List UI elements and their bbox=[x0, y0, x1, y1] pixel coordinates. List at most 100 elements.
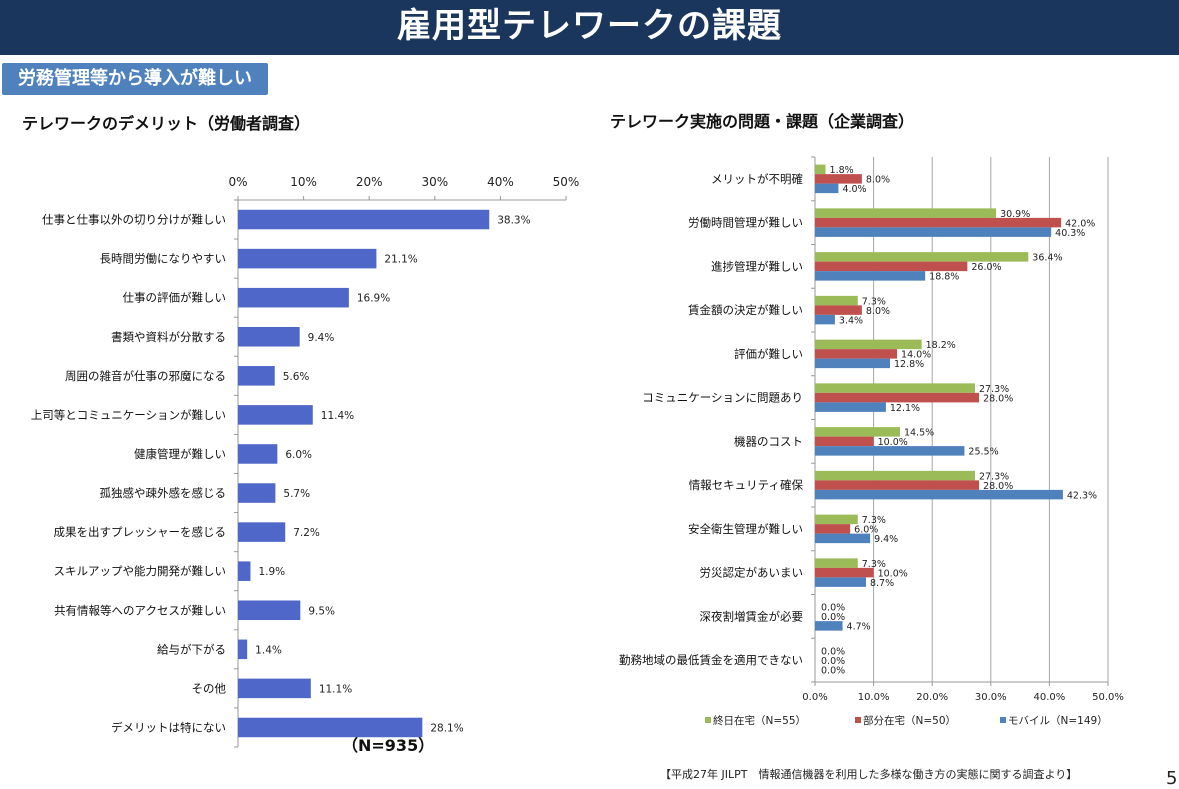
category-label: 情報セキュリティ確保 bbox=[689, 478, 804, 492]
category-label: 仕事の評価が難しい bbox=[123, 291, 227, 305]
right-chart-title: テレワーク実施の問題・課題（企業調査） bbox=[610, 112, 915, 131]
x-tick-label: 10% bbox=[290, 175, 317, 189]
bar bbox=[238, 326, 300, 347]
category-label: 成果を出すプレッシャーを感じる bbox=[54, 525, 227, 539]
bar-allday-home bbox=[815, 383, 975, 393]
data-label: 9.4% bbox=[874, 534, 898, 545]
data-label: 8.0% bbox=[866, 306, 890, 317]
bar-mobile bbox=[815, 271, 926, 281]
category-label: 孤独感や疎外感を感じる bbox=[100, 486, 227, 500]
bar-allday-home bbox=[815, 339, 922, 350]
data-label: 28.0% bbox=[983, 393, 1013, 404]
legend-label: 部分在宅（N=50） bbox=[863, 714, 956, 727]
data-label: 26.0% bbox=[971, 262, 1001, 273]
data-label: 36.4% bbox=[1032, 253, 1062, 264]
bar-allday-home bbox=[815, 427, 900, 437]
x-tick-label: 10.0% bbox=[858, 692, 890, 703]
data-label: 7.3% bbox=[862, 515, 886, 526]
category-label: コミュニケーションに問題あり bbox=[642, 391, 803, 405]
data-label: 3.4% bbox=[839, 315, 863, 326]
bar-mobile bbox=[815, 446, 965, 456]
data-label: 5.7% bbox=[283, 488, 310, 500]
data-label: 40.3% bbox=[1055, 228, 1085, 239]
data-label: 18.8% bbox=[929, 272, 959, 283]
category-label: その他 bbox=[192, 681, 227, 695]
left-chart-title: テレワークのデメリット（労働者調査） bbox=[22, 114, 311, 133]
data-label: 38.3% bbox=[497, 215, 530, 227]
sample-size-note: （N=935） bbox=[342, 736, 435, 755]
bar-mobile bbox=[815, 621, 843, 631]
data-label: 8.0% bbox=[866, 175, 890, 186]
data-label: 42.0% bbox=[1065, 218, 1095, 229]
data-label: 14.0% bbox=[901, 350, 931, 361]
data-label: 28.0% bbox=[983, 481, 1013, 492]
bar-mobile bbox=[815, 227, 1052, 237]
data-label: 0.0% bbox=[821, 612, 845, 623]
legend-label: 終日在宅（N=55） bbox=[713, 714, 806, 727]
data-label: 12.8% bbox=[894, 359, 924, 370]
bar bbox=[238, 678, 311, 699]
bar bbox=[238, 483, 276, 503]
bar bbox=[238, 209, 490, 230]
category-label: 労働時間管理が難しい bbox=[688, 216, 803, 230]
category-label: 深夜割増賃金が必要 bbox=[700, 609, 804, 623]
bar bbox=[238, 639, 248, 660]
data-label: 0.0% bbox=[821, 603, 845, 614]
bar bbox=[238, 287, 349, 308]
data-label: 12.1% bbox=[890, 403, 920, 414]
data-label: 28.1% bbox=[430, 722, 463, 734]
data-label: 7.3% bbox=[862, 559, 886, 570]
bar bbox=[238, 405, 313, 425]
data-label: 1.4% bbox=[255, 644, 282, 656]
bar-mobile bbox=[815, 314, 835, 325]
legend-swatch bbox=[1000, 717, 1006, 723]
bar bbox=[238, 248, 377, 269]
x-tick-label: 30% bbox=[421, 175, 448, 189]
category-label: デメリットは特にない bbox=[111, 720, 226, 734]
bar bbox=[238, 444, 278, 464]
data-label: 25.5% bbox=[968, 447, 998, 458]
data-label: 9.4% bbox=[308, 332, 335, 344]
category-label: 賃金額の決定が難しい bbox=[688, 303, 803, 317]
bar-mobile bbox=[815, 358, 891, 369]
data-label: 21.1% bbox=[384, 254, 417, 266]
page-number: 5 bbox=[1166, 768, 1178, 789]
data-label: 18.2% bbox=[926, 340, 956, 351]
bar bbox=[238, 366, 275, 386]
x-tick-label: 40.0% bbox=[1034, 692, 1066, 703]
bar-mobile bbox=[815, 577, 866, 587]
x-tick-label: 30.0% bbox=[975, 692, 1007, 703]
legend-label: モバイル（N=149） bbox=[1008, 715, 1108, 727]
bar-partial-home bbox=[815, 217, 1062, 228]
category-label: 共有情報等へのアクセスが難しい bbox=[54, 603, 226, 617]
bar-mobile bbox=[815, 402, 886, 412]
data-label: 1.8% bbox=[830, 165, 854, 176]
data-label: 27.3% bbox=[979, 471, 1009, 482]
data-label: 7.3% bbox=[862, 296, 886, 307]
bar-allday-home bbox=[815, 252, 1029, 262]
bar-partial-home bbox=[815, 567, 874, 578]
category-label: 上司等とコミュニケーションが難しい bbox=[31, 408, 226, 422]
data-label: 27.3% bbox=[979, 384, 1009, 395]
bar-allday-home bbox=[815, 164, 826, 175]
data-label: 11.4% bbox=[321, 410, 354, 422]
data-label: 14.5% bbox=[904, 428, 934, 439]
category-label: メリットが不明確 bbox=[711, 172, 803, 186]
category-label: 勤務地域の最低賃金を適用できない bbox=[619, 653, 803, 667]
data-label: 8.7% bbox=[870, 578, 894, 589]
left-chart: 0% 10% 20% 30% 40% 50% 仕事と仕事以外の切り分けが難しい 38.3% 長時… bbox=[31, 175, 579, 748]
x-tick-label: 50.0% bbox=[1092, 692, 1124, 703]
category-label: 健康管理が難しい bbox=[134, 447, 226, 461]
bar-partial-home bbox=[815, 174, 862, 184]
category-label: 周囲の雑音が仕事の邪魔になる bbox=[65, 369, 226, 383]
page-title: 雇用型テレワークの課題 bbox=[397, 6, 782, 46]
bar-allday-home bbox=[815, 295, 858, 306]
x-tick-label: 20% bbox=[356, 175, 383, 189]
bar-mobile bbox=[815, 183, 839, 194]
data-label: 4.7% bbox=[847, 622, 871, 633]
x-tick-label: 0.0% bbox=[802, 692, 827, 703]
bar-allday-home bbox=[815, 514, 858, 525]
bar bbox=[238, 522, 286, 542]
category-label: 評価が難しい bbox=[734, 347, 803, 361]
data-label: 0.0% bbox=[821, 646, 845, 657]
